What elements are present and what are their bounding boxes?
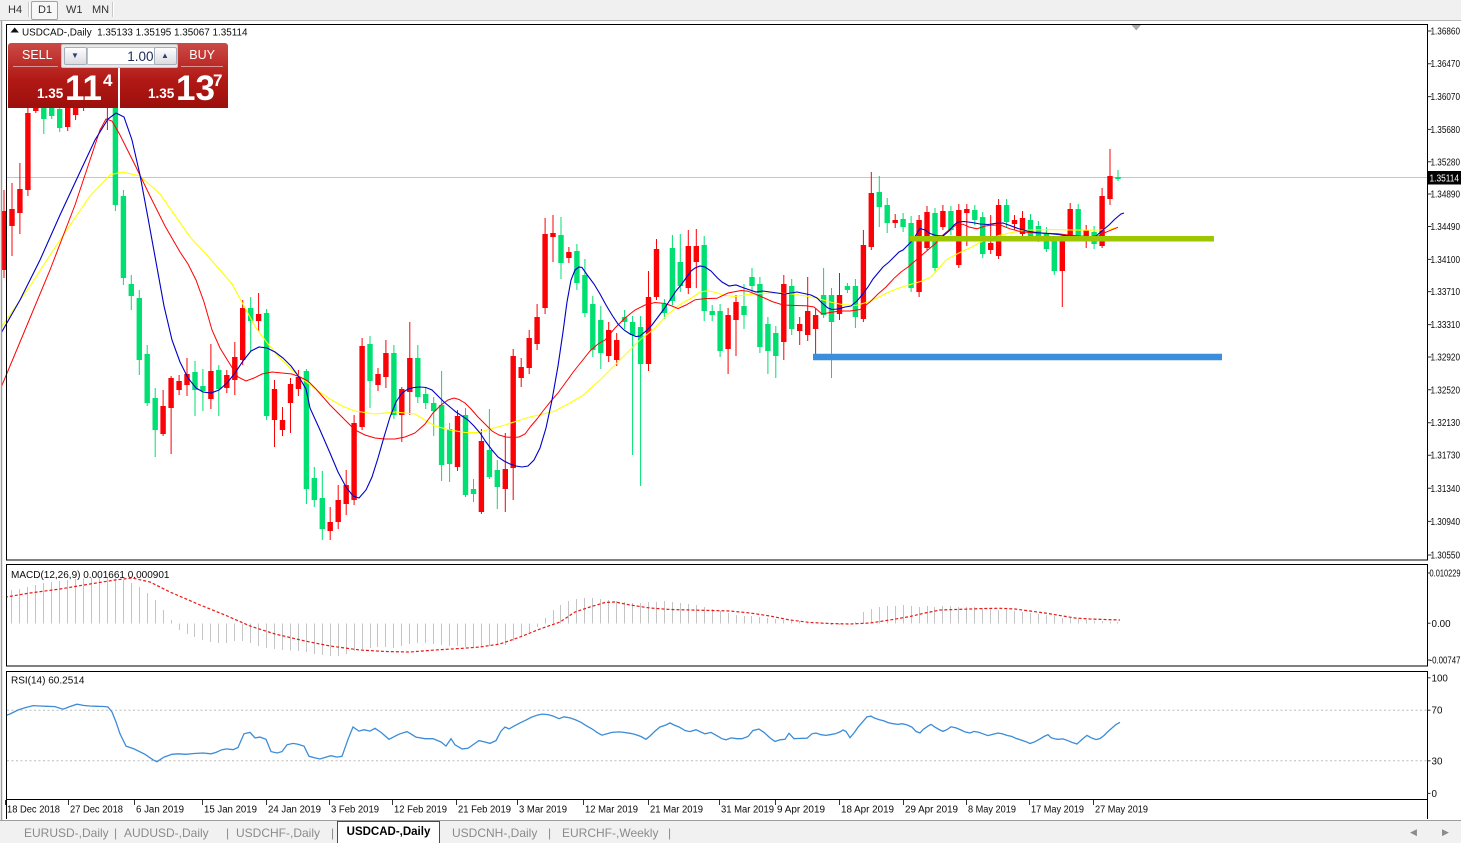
svg-text:1.36860: 1.36860: [1431, 27, 1461, 38]
svg-text:1.34490: 1.34490: [1431, 222, 1461, 233]
svg-text:USDCAD-,Daily 1.35133 1.35195: USDCAD-,Daily 1.35133 1.35195 1.35067 1.…: [22, 28, 248, 39]
svg-text:1.35280: 1.35280: [1431, 157, 1461, 168]
svg-text:21 Mar 2019: 21 Mar 2019: [650, 805, 703, 816]
svg-text:1.34890: 1.34890: [1431, 190, 1461, 201]
svg-text:0.00: 0.00: [1432, 619, 1452, 630]
svg-text:18 Dec 2018: 18 Dec 2018: [7, 805, 60, 816]
svg-text:-0.00747: -0.00747: [1430, 656, 1461, 667]
svg-text:12 Feb 2019: 12 Feb 2019: [394, 805, 447, 816]
svg-text:1.31730: 1.31730: [1431, 451, 1461, 462]
svg-text:1.31340: 1.31340: [1431, 484, 1461, 495]
svg-text:1.33710: 1.33710: [1431, 287, 1461, 298]
svg-text:3 Mar 2019: 3 Mar 2019: [519, 805, 567, 816]
svg-text:27 May 2019: 27 May 2019: [1095, 805, 1148, 816]
svg-text:15 Jan 2019: 15 Jan 2019: [204, 805, 257, 816]
svg-text:21 Feb 2019: 21 Feb 2019: [458, 805, 511, 816]
svg-text:70: 70: [1432, 706, 1443, 717]
svg-text:1.32130: 1.32130: [1431, 418, 1461, 429]
svg-text:1.35680: 1.35680: [1431, 125, 1461, 136]
svg-text:0: 0: [1432, 789, 1438, 800]
svg-text:6 Jan 2019: 6 Jan 2019: [136, 805, 184, 816]
svg-text:1.34100: 1.34100: [1431, 255, 1461, 266]
svg-text:1.30550: 1.30550: [1431, 551, 1461, 562]
svg-text:3 Feb 2019: 3 Feb 2019: [331, 805, 379, 816]
svg-text:31 Mar 2019: 31 Mar 2019: [721, 805, 774, 816]
svg-text:1.36470: 1.36470: [1431, 59, 1461, 70]
svg-text:8 May 2019: 8 May 2019: [968, 805, 1016, 816]
svg-text:18 Apr 2019: 18 Apr 2019: [841, 805, 895, 816]
svg-text:100: 100: [1432, 673, 1449, 684]
svg-text:1.33310: 1.33310: [1431, 320, 1461, 331]
svg-text:17 May 2019: 17 May 2019: [1031, 805, 1084, 816]
svg-text:1.36070: 1.36070: [1431, 92, 1461, 103]
svg-text:27 Dec 2018: 27 Dec 2018: [70, 805, 123, 816]
svg-text:MACD(12,26,9) 0.001661 0.00090: MACD(12,26,9) 0.001661 0.000901: [11, 570, 170, 581]
svg-text:1.32520: 1.32520: [1431, 385, 1461, 396]
svg-text:24 Jan 2019: 24 Jan 2019: [268, 805, 321, 816]
svg-text:12 Mar 2019: 12 Mar 2019: [585, 805, 638, 816]
svg-text:1.30940: 1.30940: [1431, 517, 1461, 528]
svg-text:RSI(14) 60.2514: RSI(14) 60.2514: [11, 676, 85, 687]
svg-text:9 Apr 2019: 9 Apr 2019: [777, 805, 825, 816]
svg-text:1.35114: 1.35114: [1430, 173, 1460, 184]
svg-text:29 Apr 2019: 29 Apr 2019: [905, 805, 959, 816]
svg-text:1.32920: 1.32920: [1431, 353, 1461, 364]
svg-text:30: 30: [1432, 756, 1443, 767]
svg-text:0.010229: 0.010229: [1430, 569, 1461, 580]
